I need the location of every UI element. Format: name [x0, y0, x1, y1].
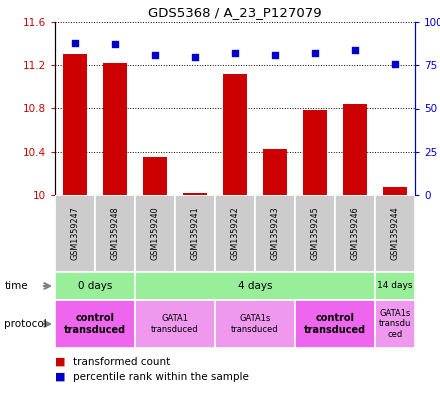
Bar [135, 300, 215, 348]
Text: control
transduced: control transduced [64, 313, 126, 335]
Bar [63, 55, 87, 195]
Bar [215, 195, 255, 272]
Bar [383, 187, 407, 195]
Bar [183, 193, 207, 195]
Text: transformed count: transformed count [73, 357, 170, 367]
Text: GATA1s
transduced: GATA1s transduced [231, 314, 279, 334]
Title: GDS5368 / A_23_P127079: GDS5368 / A_23_P127079 [148, 6, 322, 19]
Point [352, 46, 359, 53]
Bar [263, 149, 287, 195]
Bar [255, 195, 295, 272]
Bar [375, 195, 415, 272]
Bar [303, 110, 327, 195]
Text: 14 days: 14 days [377, 281, 413, 290]
Text: percentile rank within the sample: percentile rank within the sample [73, 372, 249, 382]
Text: GATA1
transduced: GATA1 transduced [151, 314, 199, 334]
Bar [175, 195, 215, 272]
Bar [143, 157, 167, 195]
Text: GSM1359242: GSM1359242 [231, 207, 239, 261]
Point [111, 41, 118, 48]
Text: GSM1359247: GSM1359247 [70, 207, 80, 261]
Bar [375, 300, 415, 348]
Text: protocol: protocol [4, 319, 47, 329]
Point [71, 40, 78, 46]
Text: GSM1359245: GSM1359245 [311, 207, 319, 261]
Point [392, 61, 399, 67]
Bar [375, 272, 415, 300]
Text: GSM1359248: GSM1359248 [110, 207, 120, 260]
Text: GSM1359240: GSM1359240 [150, 207, 160, 260]
Bar [55, 272, 135, 300]
Text: time: time [4, 281, 28, 291]
Bar [223, 74, 247, 195]
Bar [55, 300, 135, 348]
Text: GSM1359241: GSM1359241 [191, 207, 199, 260]
Bar [55, 195, 95, 272]
Bar [295, 195, 335, 272]
Bar [215, 300, 295, 348]
Bar [135, 272, 375, 300]
Text: ■: ■ [55, 357, 66, 367]
Text: GATA1s
transdu
ced: GATA1s transdu ced [379, 309, 411, 339]
Text: control
transduced: control transduced [304, 313, 366, 335]
Text: 4 days: 4 days [238, 281, 272, 291]
Point [271, 52, 279, 58]
Text: GSM1359243: GSM1359243 [271, 207, 279, 260]
Point [151, 52, 158, 58]
Point [231, 50, 238, 56]
Text: 0 days: 0 days [78, 281, 112, 291]
Bar [95, 195, 135, 272]
Bar [343, 104, 367, 195]
Bar [295, 300, 375, 348]
Text: GSM1359246: GSM1359246 [351, 207, 359, 260]
Text: ■: ■ [55, 372, 66, 382]
Bar [103, 63, 127, 195]
Bar [135, 195, 175, 272]
Text: GSM1359244: GSM1359244 [391, 207, 400, 260]
Bar [335, 195, 375, 272]
Point [312, 50, 319, 56]
Point [191, 53, 198, 60]
